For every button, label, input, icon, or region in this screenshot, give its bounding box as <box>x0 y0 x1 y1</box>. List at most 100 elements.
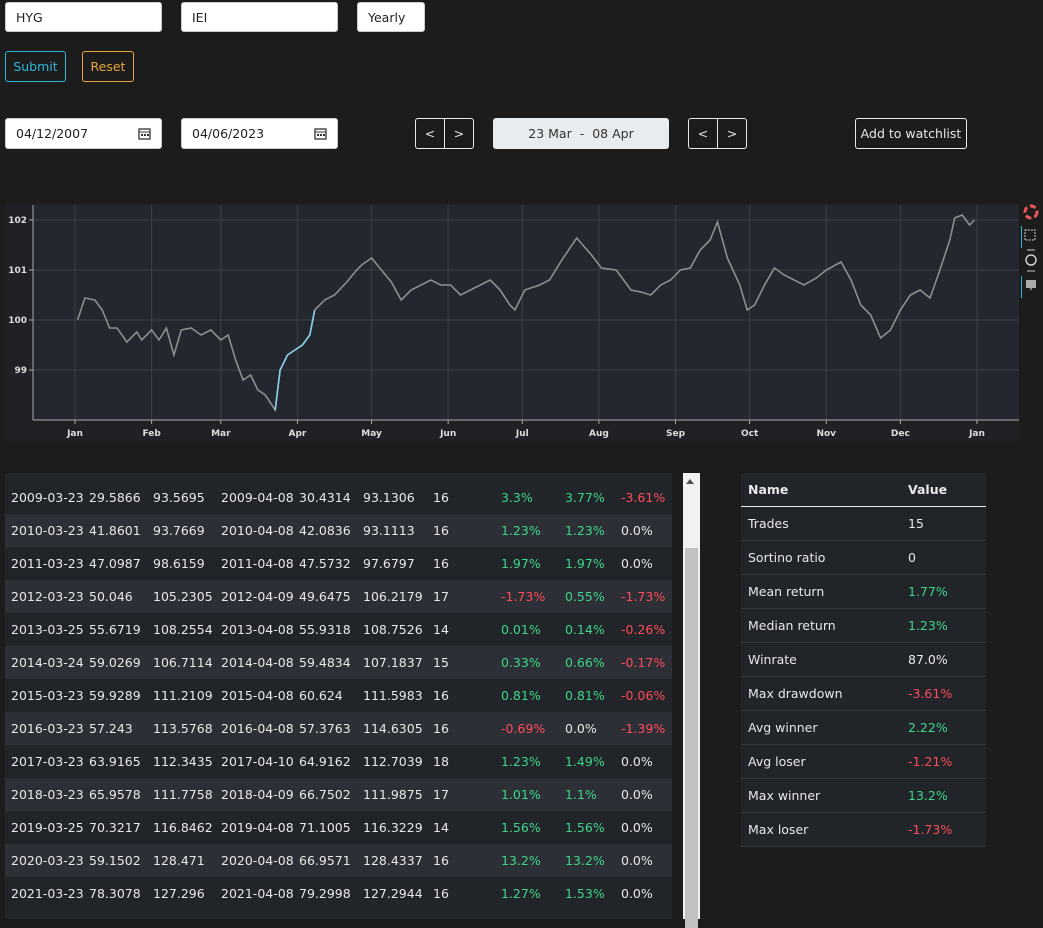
end-date-input[interactable]: 04/06/2023 <box>181 118 338 149</box>
table-cell: 49.6475 <box>299 589 351 604</box>
table-cell: 2015-04-08 <box>221 688 294 703</box>
table-cell: 0.66% <box>565 655 605 670</box>
table-cell: 98.6159 <box>153 556 205 571</box>
date-text: 04/12/2007 <box>16 126 89 141</box>
table-cell: 30.4314 <box>299 490 351 505</box>
table-cell: 16 <box>433 853 449 868</box>
table-cell: 0.14% <box>565 622 605 637</box>
scroll-thumb[interactable] <box>685 548 698 928</box>
table-cell: 2014-03-24 <box>11 655 84 670</box>
watchlist-button[interactable]: Add to watchlist <box>855 118 967 149</box>
logo-icon[interactable] <box>1023 204 1039 220</box>
table-cell: 128.4337 <box>363 853 423 868</box>
table-cell: 2020-03-23 <box>11 853 84 868</box>
table-cell: 18 <box>433 754 449 769</box>
table-cell: 65.9578 <box>89 787 141 802</box>
stats-row: Trades 15 <box>741 507 986 541</box>
table-cell: 0.0% <box>621 886 653 901</box>
stat-name: Max drawdown <box>748 686 843 701</box>
table-cell: 2010-04-08 <box>221 523 294 538</box>
x-tick-label: Sep <box>666 429 686 439</box>
table-cell: 1.1% <box>565 787 597 802</box>
stats-row: Winrate 87.0% <box>741 643 986 677</box>
table-cell: 15 <box>433 655 449 670</box>
stats-row: Max drawdown -3.61% <box>741 677 986 711</box>
table-cell: 1.56% <box>501 820 541 835</box>
y-tick-label: 102 <box>8 216 27 226</box>
table-row: 2009-03-23 29.5866 93.5695 2009-04-08 30.431… <box>5 481 672 514</box>
prev-button[interactable]: < <box>415 118 445 149</box>
stat-value: -3.61% <box>908 686 953 701</box>
table-cell: 0.81% <box>565 688 605 703</box>
table-row: 2018-03-23 65.9578 111.7758 2018-04-09 66.75… <box>5 778 672 811</box>
hover-icon[interactable] <box>1026 280 1036 291</box>
table-cell: 2013-03-25 <box>11 622 84 637</box>
y-tick-label: 101 <box>8 266 27 276</box>
symbol-input[interactable]: IEI <box>181 2 338 32</box>
stats-row: Sortino ratio 0 <box>741 541 986 575</box>
table-cell: 17 <box>433 787 449 802</box>
x-tick-label: Nov <box>816 429 836 439</box>
table-cell: 3.77% <box>565 490 605 505</box>
x-tick-label: May <box>361 429 382 439</box>
stat-value: 1.77% <box>908 584 948 599</box>
table-cell: 14 <box>433 622 449 637</box>
y-tick-label: 100 <box>8 316 27 326</box>
table-cell: 70.3217 <box>89 820 141 835</box>
period-select[interactable]: Yearly <box>357 2 425 32</box>
table-cell: -0.69% <box>501 721 546 736</box>
table-cell: 2012-03-23 <box>11 589 84 604</box>
start-date-input[interactable]: 04/12/2007 <box>5 118 162 149</box>
x-tick-label: Oct <box>741 429 759 439</box>
table-cell: 66.9571 <box>299 853 351 868</box>
range-separator: - <box>579 126 585 141</box>
table-cell: 64.9162 <box>299 754 351 769</box>
next-button[interactable]: > <box>444 118 474 149</box>
stat-name: Mean return <box>748 584 825 599</box>
table-cell: 116.8462 <box>153 820 213 835</box>
table-cell: 71.1005 <box>299 820 351 835</box>
table-cell: 57.3763 <box>299 721 351 736</box>
table-row: 2019-03-25 70.3217 116.8462 2019-04-08 71.10… <box>5 811 672 844</box>
next-button[interactable]: > <box>717 118 747 149</box>
trades-table: 2009-03-23 29.5866 93.5695 2009-04-08 30.431… <box>5 473 672 919</box>
table-cell: 111.5983 <box>363 688 423 703</box>
table-cell: 2015-03-23 <box>11 688 84 703</box>
reset-icon[interactable] <box>1025 254 1037 266</box>
table-cell: 2010-03-23 <box>11 523 84 538</box>
table-cell: 93.1113 <box>363 523 415 538</box>
stats-header: Name Value <box>741 473 986 507</box>
table-cell: 66.7502 <box>299 787 351 802</box>
table-cell: 2018-03-23 <box>11 787 84 802</box>
date-range: 23 Mar - 08 Apr <box>493 118 669 149</box>
table-cell: 1.23% <box>501 523 541 538</box>
stats-row: Avg winner 2.22% <box>741 711 986 745</box>
x-tick-label: Jan <box>66 429 83 439</box>
scrollbar[interactable] <box>683 473 700 928</box>
table-cell: 2011-03-23 <box>11 556 84 571</box>
stat-value: 15 <box>908 516 924 531</box>
x-tick-label: Jul <box>515 429 529 439</box>
x-tick-label: Dec <box>891 429 910 439</box>
reset-button[interactable]: Reset <box>82 51 134 82</box>
calendar-icon <box>138 128 151 140</box>
stats-row: Median return 1.23% <box>741 609 986 643</box>
table-row: 2012-03-23 50.046 105.2305 2012-04-09 49.647… <box>5 580 672 613</box>
range-start: 23 Mar <box>528 126 572 141</box>
prev-button[interactable]: < <box>688 118 718 149</box>
symbol-input[interactable]: HYG <box>5 2 162 32</box>
date-text: 04/06/2023 <box>192 126 265 141</box>
table-cell: 2009-04-08 <box>221 490 294 505</box>
table-cell: 55.6719 <box>89 622 141 637</box>
table-cell: 16 <box>433 721 449 736</box>
table-row: 2017-03-23 63.9165 112.3435 2017-04-10 64.91… <box>5 745 672 778</box>
stats-row: Max loser -1.73% <box>741 813 986 847</box>
table-cell: 2019-03-25 <box>11 820 84 835</box>
table-cell: 1.53% <box>565 886 605 901</box>
box-zoom-icon[interactable] <box>1024 229 1036 241</box>
scroll-up-arrow[interactable] <box>686 479 694 484</box>
stat-name: Max loser <box>748 822 809 837</box>
table-cell: 59.0269 <box>89 655 141 670</box>
submit-button[interactable]: Submit <box>5 51 66 82</box>
table-cell: 0.81% <box>501 688 541 703</box>
